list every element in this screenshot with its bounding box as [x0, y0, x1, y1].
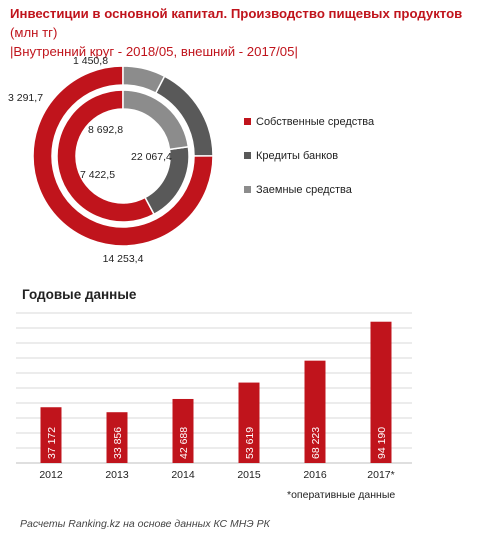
bar-category-label: 2017*	[367, 469, 394, 481]
donut-inner-slice-borrowed-funds	[122, 89, 190, 151]
bar-2016	[304, 360, 326, 463]
legend-swatch	[244, 185, 251, 193]
bar-category-label: 2013	[105, 469, 129, 481]
bar-2013	[106, 412, 128, 463]
source-note: Расчеты Ranking.kz на основе данных КС М…	[20, 518, 270, 530]
donut-chart: 14 253,4 3 291,7 1 450,8 22 067,4 7 422,5 8 6…	[8, 55, 214, 265]
bar-value-label: 37 172	[46, 427, 58, 459]
title-unit: (млн тг)	[10, 25, 58, 40]
bar-category-label: 2016	[303, 469, 327, 481]
legend-label: Собственные средства	[256, 116, 375, 128]
chart-title: Инвестиции в основной капитал. Производс…	[10, 4, 480, 61]
donut-outer-label-bank-credits: 3 291,7	[8, 92, 43, 104]
legend-label: Кредиты банков	[256, 150, 339, 162]
bar-2012	[40, 407, 62, 463]
title-main: Инвестиции в основной капитал. Производс…	[10, 6, 463, 21]
bar-2015	[238, 382, 260, 463]
bar-value-label: 94 190	[376, 427, 388, 459]
bar-value-label: 53 619	[244, 427, 256, 459]
donut-inner-label-own-funds: 22 067,4	[131, 151, 172, 163]
legend-swatch	[244, 151, 251, 159]
donut-inner-label-borrowed-funds: 8 692,8	[88, 124, 123, 136]
title-subtitle: |Внутренний круг - 2018/05, внешний - 20…	[10, 44, 298, 59]
bar-2017	[370, 321, 392, 463]
donut-inner-slice-bank-credits	[144, 145, 190, 216]
bar-value-label: 68 223	[310, 427, 322, 459]
bar-category-label: 2014	[171, 469, 195, 481]
donut-inner-label-bank-credits: 7 422,5	[80, 169, 115, 181]
donut-outer-slice-own-funds	[32, 65, 214, 247]
legend-item-bank-credits: Кредиты банков	[244, 150, 338, 168]
bar-2014	[172, 398, 194, 463]
donut-outer-label-own-funds: 14 253,4	[103, 253, 144, 265]
legend-item-borrowed-funds: Заемные средства	[244, 184, 352, 202]
donut-outer-label-borrowed-funds: 1 450,8	[73, 55, 108, 67]
legend-label: Заемные средства	[256, 184, 352, 196]
legend-swatch	[244, 117, 251, 125]
legend-item-own-funds: Собственные средства	[244, 116, 374, 134]
bar-value-label: 33 856	[112, 427, 124, 459]
bar-value-label: 42 688	[178, 427, 190, 459]
bar-category-label: 2015	[237, 469, 261, 481]
donut-outer-slice-borrowed-funds	[122, 65, 166, 95]
footnote: *оперативные данные	[287, 489, 396, 501]
bar-category-label: 2012	[39, 469, 63, 481]
donut-outer-slice-bank-credits	[154, 75, 214, 157]
bar-section-title: Годовые данные	[22, 287, 137, 302]
donut-inner-slice-own-funds	[56, 89, 156, 223]
